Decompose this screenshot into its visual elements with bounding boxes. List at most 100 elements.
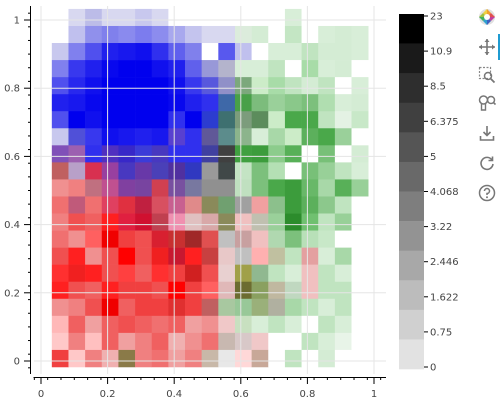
heatmap-cell (351, 111, 369, 129)
heatmap-cell (35, 264, 53, 283)
heatmap-cell (118, 349, 136, 368)
reset-icon[interactable] (476, 152, 498, 174)
heatmap-cell (68, 230, 86, 248)
heatmap-cell (168, 230, 186, 248)
wheel-zoom-icon[interactable] (476, 92, 498, 114)
heatmap-cell (284, 196, 302, 214)
heatmap-cell (351, 196, 369, 214)
heatmap-cell (185, 281, 202, 300)
heatmap-cell (318, 8, 336, 27)
save-icon[interactable] (476, 122, 498, 144)
heatmap-cell (301, 77, 319, 95)
heatmap-cell (284, 230, 302, 248)
heatmap-cell (51, 247, 69, 265)
heatmap-cell (218, 25, 236, 44)
heatmap-cell (101, 179, 119, 197)
heatmap-cell (218, 264, 236, 283)
heatmap-cell (151, 94, 169, 112)
heatmap-cell (351, 8, 369, 27)
heatmap-cell (218, 145, 236, 163)
heatmap-cell (168, 94, 186, 112)
heatmap-cell (334, 281, 352, 300)
y-tick-label: 0.8 (4, 84, 20, 95)
heatmap-cell (101, 349, 119, 368)
heatmap-cell (118, 332, 136, 351)
x-tick-label: 0.4 (166, 389, 182, 400)
heatmap-cell (251, 43, 269, 61)
heatmap-cell (135, 8, 153, 27)
x-tick-label: 0.8 (299, 389, 315, 400)
heatmap-cell (135, 298, 153, 317)
axes: 0 0.2 0.4 0.6 0.8 1 0 0.2 0.4 0.6 0.8 1 (4, 6, 386, 400)
heatmap-cell (68, 60, 86, 78)
colorbar-label: 5 (430, 152, 436, 163)
heatmap-cell (251, 264, 269, 283)
heatmap-cell (168, 179, 186, 197)
heatmap-cell (334, 77, 352, 95)
heatmap-cell (118, 179, 136, 197)
heatmap-cell (135, 60, 153, 78)
heatmap-cell (85, 25, 103, 44)
heatmap-cell (218, 43, 236, 61)
heatmap-cell (185, 162, 202, 180)
heatmap-cell (301, 298, 319, 317)
heatmap-cell (201, 315, 219, 334)
heatmap-cell (251, 213, 269, 231)
heatmap-cell (101, 128, 119, 146)
heatmap-cell (135, 77, 153, 95)
heatmap-cell (318, 230, 336, 248)
y-tick-label: 0.6 (4, 152, 20, 163)
heatmap-cell (218, 179, 236, 197)
heatmap-cell (51, 94, 69, 112)
heatmap-cell (284, 128, 302, 146)
heatmap-cell (118, 8, 136, 27)
heatmap-cell (51, 25, 69, 44)
heatmap-cell (151, 111, 169, 129)
heatmap-cell (351, 264, 369, 283)
heatmap-cell (284, 247, 302, 265)
active-tool-indicator (498, 34, 500, 60)
heatmap-cell (135, 111, 153, 129)
heatmap-cell (151, 298, 169, 317)
heatmap-cell (135, 213, 153, 231)
pan-icon[interactable] (476, 36, 498, 58)
heatmap-cell (85, 145, 103, 163)
heatmap-cell (85, 213, 103, 231)
heatmap-cell (268, 315, 286, 334)
heatmap-cell (351, 298, 369, 317)
heatmap-cell (284, 94, 302, 112)
heatmap-cell (268, 179, 286, 197)
heatmap-cell (101, 111, 119, 129)
colorbar-swatch (399, 250, 424, 281)
heatmap-cell (135, 43, 153, 61)
x-tick-label: 0.2 (100, 389, 116, 400)
heatmap-cell (334, 349, 352, 368)
bokeh-logo-icon[interactable] (476, 6, 498, 28)
heatmap-cell (185, 8, 202, 27)
help-icon[interactable] (476, 182, 498, 204)
heatmap-cell (201, 298, 219, 317)
heatmap-cell (301, 94, 319, 112)
heatmap-cell (284, 349, 302, 368)
heatmap-cell (301, 196, 319, 214)
heatmap-cell (51, 332, 69, 351)
heatmap-cell (201, 213, 219, 231)
heatmap-cell (101, 213, 119, 231)
heatmap-cell (118, 281, 136, 300)
heatmap-cell (68, 247, 86, 265)
heatmap-cell (251, 179, 269, 197)
colorbar-swatch (399, 43, 424, 74)
heatmap-cell (268, 94, 286, 112)
heatmap-cell (234, 264, 252, 283)
box-zoom-icon[interactable] (476, 64, 498, 86)
heatmap-cell (68, 94, 86, 112)
heatmap-cell (284, 43, 302, 61)
heatmap-cell (201, 264, 219, 283)
heatmap-cell (168, 349, 186, 368)
heatmap-cell (201, 43, 219, 61)
heatmap-cell (85, 264, 103, 283)
heatmap-cell (101, 145, 119, 163)
heatmap-cell (168, 8, 186, 27)
heatmap-cell (318, 111, 336, 129)
heatmap-cell (118, 213, 136, 231)
